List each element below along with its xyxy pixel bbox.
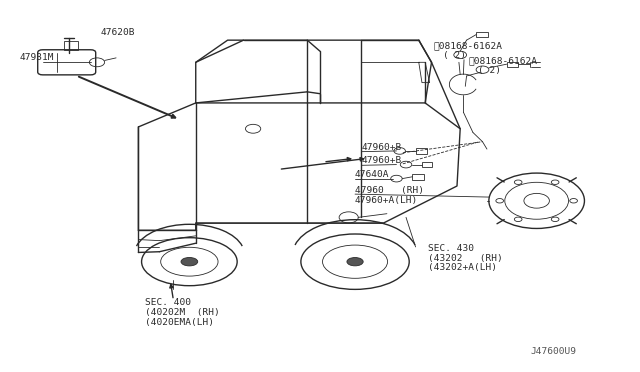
Text: SEC. 430: SEC. 430	[428, 244, 474, 253]
Text: (4020EMA(LH): (4020EMA(LH)	[145, 318, 214, 327]
Text: 47960+B: 47960+B	[362, 143, 402, 152]
Bar	[64, 41, 78, 50]
Text: 47640A: 47640A	[355, 170, 390, 179]
Ellipse shape	[181, 257, 198, 266]
Text: Ⓝ08168-6162A: Ⓝ08168-6162A	[468, 57, 538, 65]
Text: (43202   (RH): (43202 (RH)	[428, 254, 503, 263]
Bar	[422, 162, 431, 167]
Text: 47960+A(LH): 47960+A(LH)	[355, 196, 419, 205]
Text: (43202+A(LH): (43202+A(LH)	[428, 263, 497, 272]
Text: 47931M: 47931M	[19, 53, 54, 62]
Text: 47960   (RH): 47960 (RH)	[355, 186, 424, 195]
Bar	[507, 62, 518, 67]
Text: 47960+B: 47960+B	[362, 156, 402, 165]
Text: SEC. 400: SEC. 400	[145, 298, 191, 307]
Text: (40202M  (RH): (40202M (RH)	[145, 308, 220, 317]
Bar	[476, 32, 488, 37]
Text: J47600U9: J47600U9	[531, 347, 576, 356]
Text: ( 2): ( 2)	[478, 66, 501, 76]
Text: Ⓝ08168-6162A: Ⓝ08168-6162A	[433, 42, 502, 51]
Ellipse shape	[347, 257, 363, 266]
Text: ( 2): ( 2)	[443, 51, 466, 60]
Bar	[415, 148, 427, 154]
Bar	[412, 174, 424, 180]
Text: 47620B: 47620B	[100, 28, 134, 36]
